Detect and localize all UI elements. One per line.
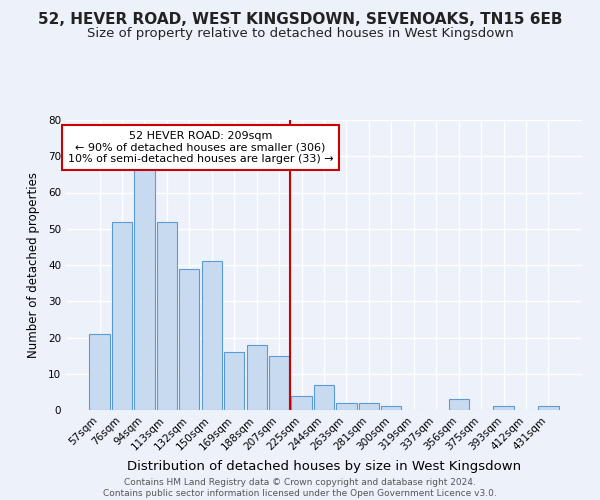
Bar	[493, 406, 514, 410]
Text: 52, HEVER ROAD, WEST KINGSDOWN, SEVENOAKS, TN15 6EB: 52, HEVER ROAD, WEST KINGSDOWN, SEVENOAK…	[38, 12, 562, 28]
Bar	[359, 403, 379, 410]
Text: 52 HEVER ROAD: 209sqm
← 90% of detached houses are smaller (306)
10% of semi-det: 52 HEVER ROAD: 209sqm ← 90% of detached …	[68, 131, 334, 164]
Bar	[157, 222, 177, 410]
Bar	[179, 268, 199, 410]
Bar	[449, 399, 469, 410]
Bar	[269, 356, 289, 410]
Bar	[292, 396, 311, 410]
Bar	[134, 167, 155, 410]
Bar	[202, 262, 222, 410]
Bar	[112, 222, 132, 410]
Bar	[89, 334, 110, 410]
Bar	[314, 384, 334, 410]
Bar	[224, 352, 244, 410]
Bar	[381, 406, 401, 410]
Bar	[337, 403, 356, 410]
Bar	[247, 345, 267, 410]
Text: Size of property relative to detached houses in West Kingsdown: Size of property relative to detached ho…	[86, 28, 514, 40]
X-axis label: Distribution of detached houses by size in West Kingsdown: Distribution of detached houses by size …	[127, 460, 521, 473]
Y-axis label: Number of detached properties: Number of detached properties	[26, 172, 40, 358]
Bar	[538, 406, 559, 410]
Text: Contains HM Land Registry data © Crown copyright and database right 2024.
Contai: Contains HM Land Registry data © Crown c…	[103, 478, 497, 498]
